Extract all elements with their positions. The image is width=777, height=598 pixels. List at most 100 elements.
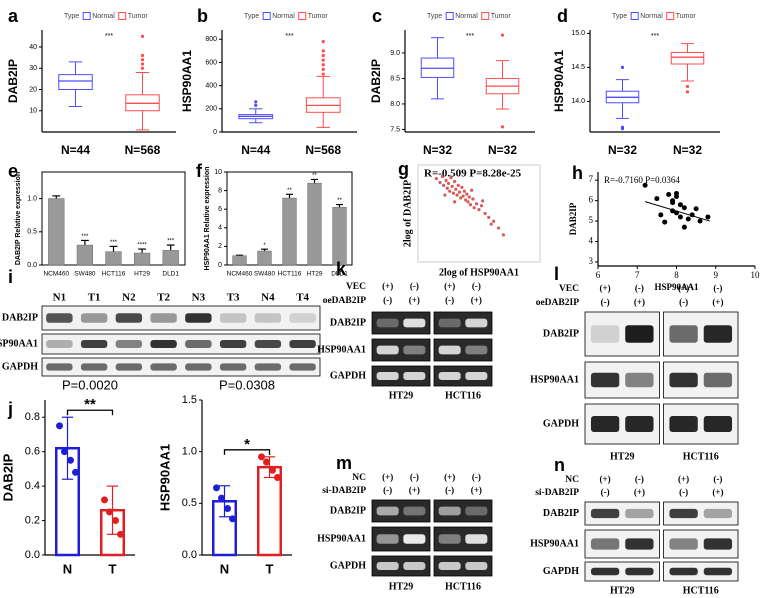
data-point: [434, 176, 438, 181]
x-tick-label: NCM460: [43, 271, 69, 278]
band: [115, 313, 143, 323]
band: [625, 325, 654, 343]
x-tick-label: 7: [635, 270, 640, 280]
x-tick-label: N=32: [423, 143, 452, 157]
band: [150, 340, 177, 348]
x-tick-label: 6: [596, 270, 601, 280]
data-point: [449, 176, 453, 180]
group-label: HCT116: [445, 581, 481, 592]
band: [289, 313, 316, 323]
data-point: [457, 190, 462, 194]
data-point: [101, 496, 108, 504]
y-tick-label: 0.2: [25, 514, 40, 526]
data-point: [693, 206, 699, 212]
bar: [257, 250, 272, 266]
y-tick-label: 8.0: [390, 101, 400, 108]
legend-swatch: [262, 12, 271, 20]
condition-mark: (+): [712, 297, 723, 307]
condition-mark: (-): [713, 474, 722, 484]
panel-letter: f: [196, 161, 203, 181]
outlier: [140, 62, 145, 66]
data-point: [459, 196, 463, 200]
data-point: [496, 226, 501, 230]
y-tick-label: 0.0: [25, 549, 40, 561]
outlier: [321, 67, 325, 72]
x-tick-label: 8: [674, 270, 679, 280]
y-tick-label: 0.0: [27, 262, 37, 269]
x-tick-label: N=568: [305, 143, 341, 157]
value-annotation: ****: [137, 243, 147, 249]
outlier: [140, 53, 145, 58]
y-tick-label: 0: [213, 129, 217, 136]
data-point: [501, 233, 505, 237]
band: [80, 363, 108, 371]
data-point: [117, 530, 124, 538]
band: [254, 363, 282, 371]
condition-mark: (+): [678, 283, 689, 293]
data-point: [460, 185, 464, 189]
band: [376, 345, 399, 355]
blot-frame: [371, 311, 431, 335]
data-point: [274, 474, 281, 481]
data-point: [677, 202, 683, 208]
data-point: [112, 517, 119, 525]
data-point: [483, 211, 487, 216]
blot-frame: [663, 501, 739, 526]
condition-mark: (+): [600, 474, 611, 484]
band: [625, 372, 654, 388]
condition-mark: (-): [472, 281, 481, 291]
lane-label: N1: [53, 292, 66, 304]
y-tick-label: 4: [589, 236, 594, 246]
band: [254, 313, 282, 323]
value-annotation: ***: [167, 239, 175, 245]
y-tick-label: 2: [218, 243, 222, 250]
significance-label: ***: [651, 33, 659, 40]
band: [185, 340, 212, 348]
row-label: GAPDH: [330, 370, 366, 381]
outlier: [254, 103, 258, 107]
band: [219, 363, 247, 371]
condition-mark: (-): [679, 487, 688, 497]
data-point: [662, 219, 668, 225]
data-point: [106, 508, 113, 516]
legend-swatch: [481, 12, 490, 20]
data-point: [455, 193, 459, 197]
band: [185, 363, 212, 371]
row-label: DAB2IP: [2, 312, 38, 323]
band: [438, 318, 461, 328]
x-tick-label: DLD1: [162, 271, 179, 278]
data-point: [448, 189, 452, 193]
condition-mark: (-): [410, 472, 419, 482]
legend-label: Normal: [640, 13, 663, 20]
lane-label: T3: [227, 292, 240, 304]
value-annotation: ***: [110, 240, 118, 246]
value-annotation: **: [287, 188, 292, 194]
panel-letter: l: [554, 264, 559, 284]
y-axis-label: HSP90AA1: [180, 50, 194, 112]
group-label: HCT116: [683, 451, 719, 462]
band: [590, 538, 620, 550]
outlier: [140, 66, 145, 70]
data-point: [479, 204, 484, 208]
box: [670, 51, 705, 65]
band: [403, 534, 426, 544]
band: [115, 340, 143, 348]
x-tick-label: DLD1: [331, 271, 348, 278]
outlier: [321, 63, 325, 67]
lane-label: N4: [261, 292, 275, 304]
y-tick-label: 10: [214, 169, 222, 176]
condition-mark: (+): [678, 474, 689, 484]
significance-label: ***: [285, 33, 293, 40]
band: [185, 313, 212, 323]
data-point: [440, 175, 444, 179]
condition-mark: (+): [409, 295, 420, 305]
band: [625, 567, 654, 576]
x-tick-label: HT29: [134, 271, 150, 278]
band: [289, 363, 316, 371]
data-point: [61, 448, 68, 456]
annotation: R=-0.7160 P=0.0364: [604, 175, 680, 185]
blot-frame: [663, 561, 739, 582]
data-point: [453, 179, 457, 184]
data-point: [467, 195, 471, 199]
chart-title: P=0.0308: [219, 377, 275, 392]
